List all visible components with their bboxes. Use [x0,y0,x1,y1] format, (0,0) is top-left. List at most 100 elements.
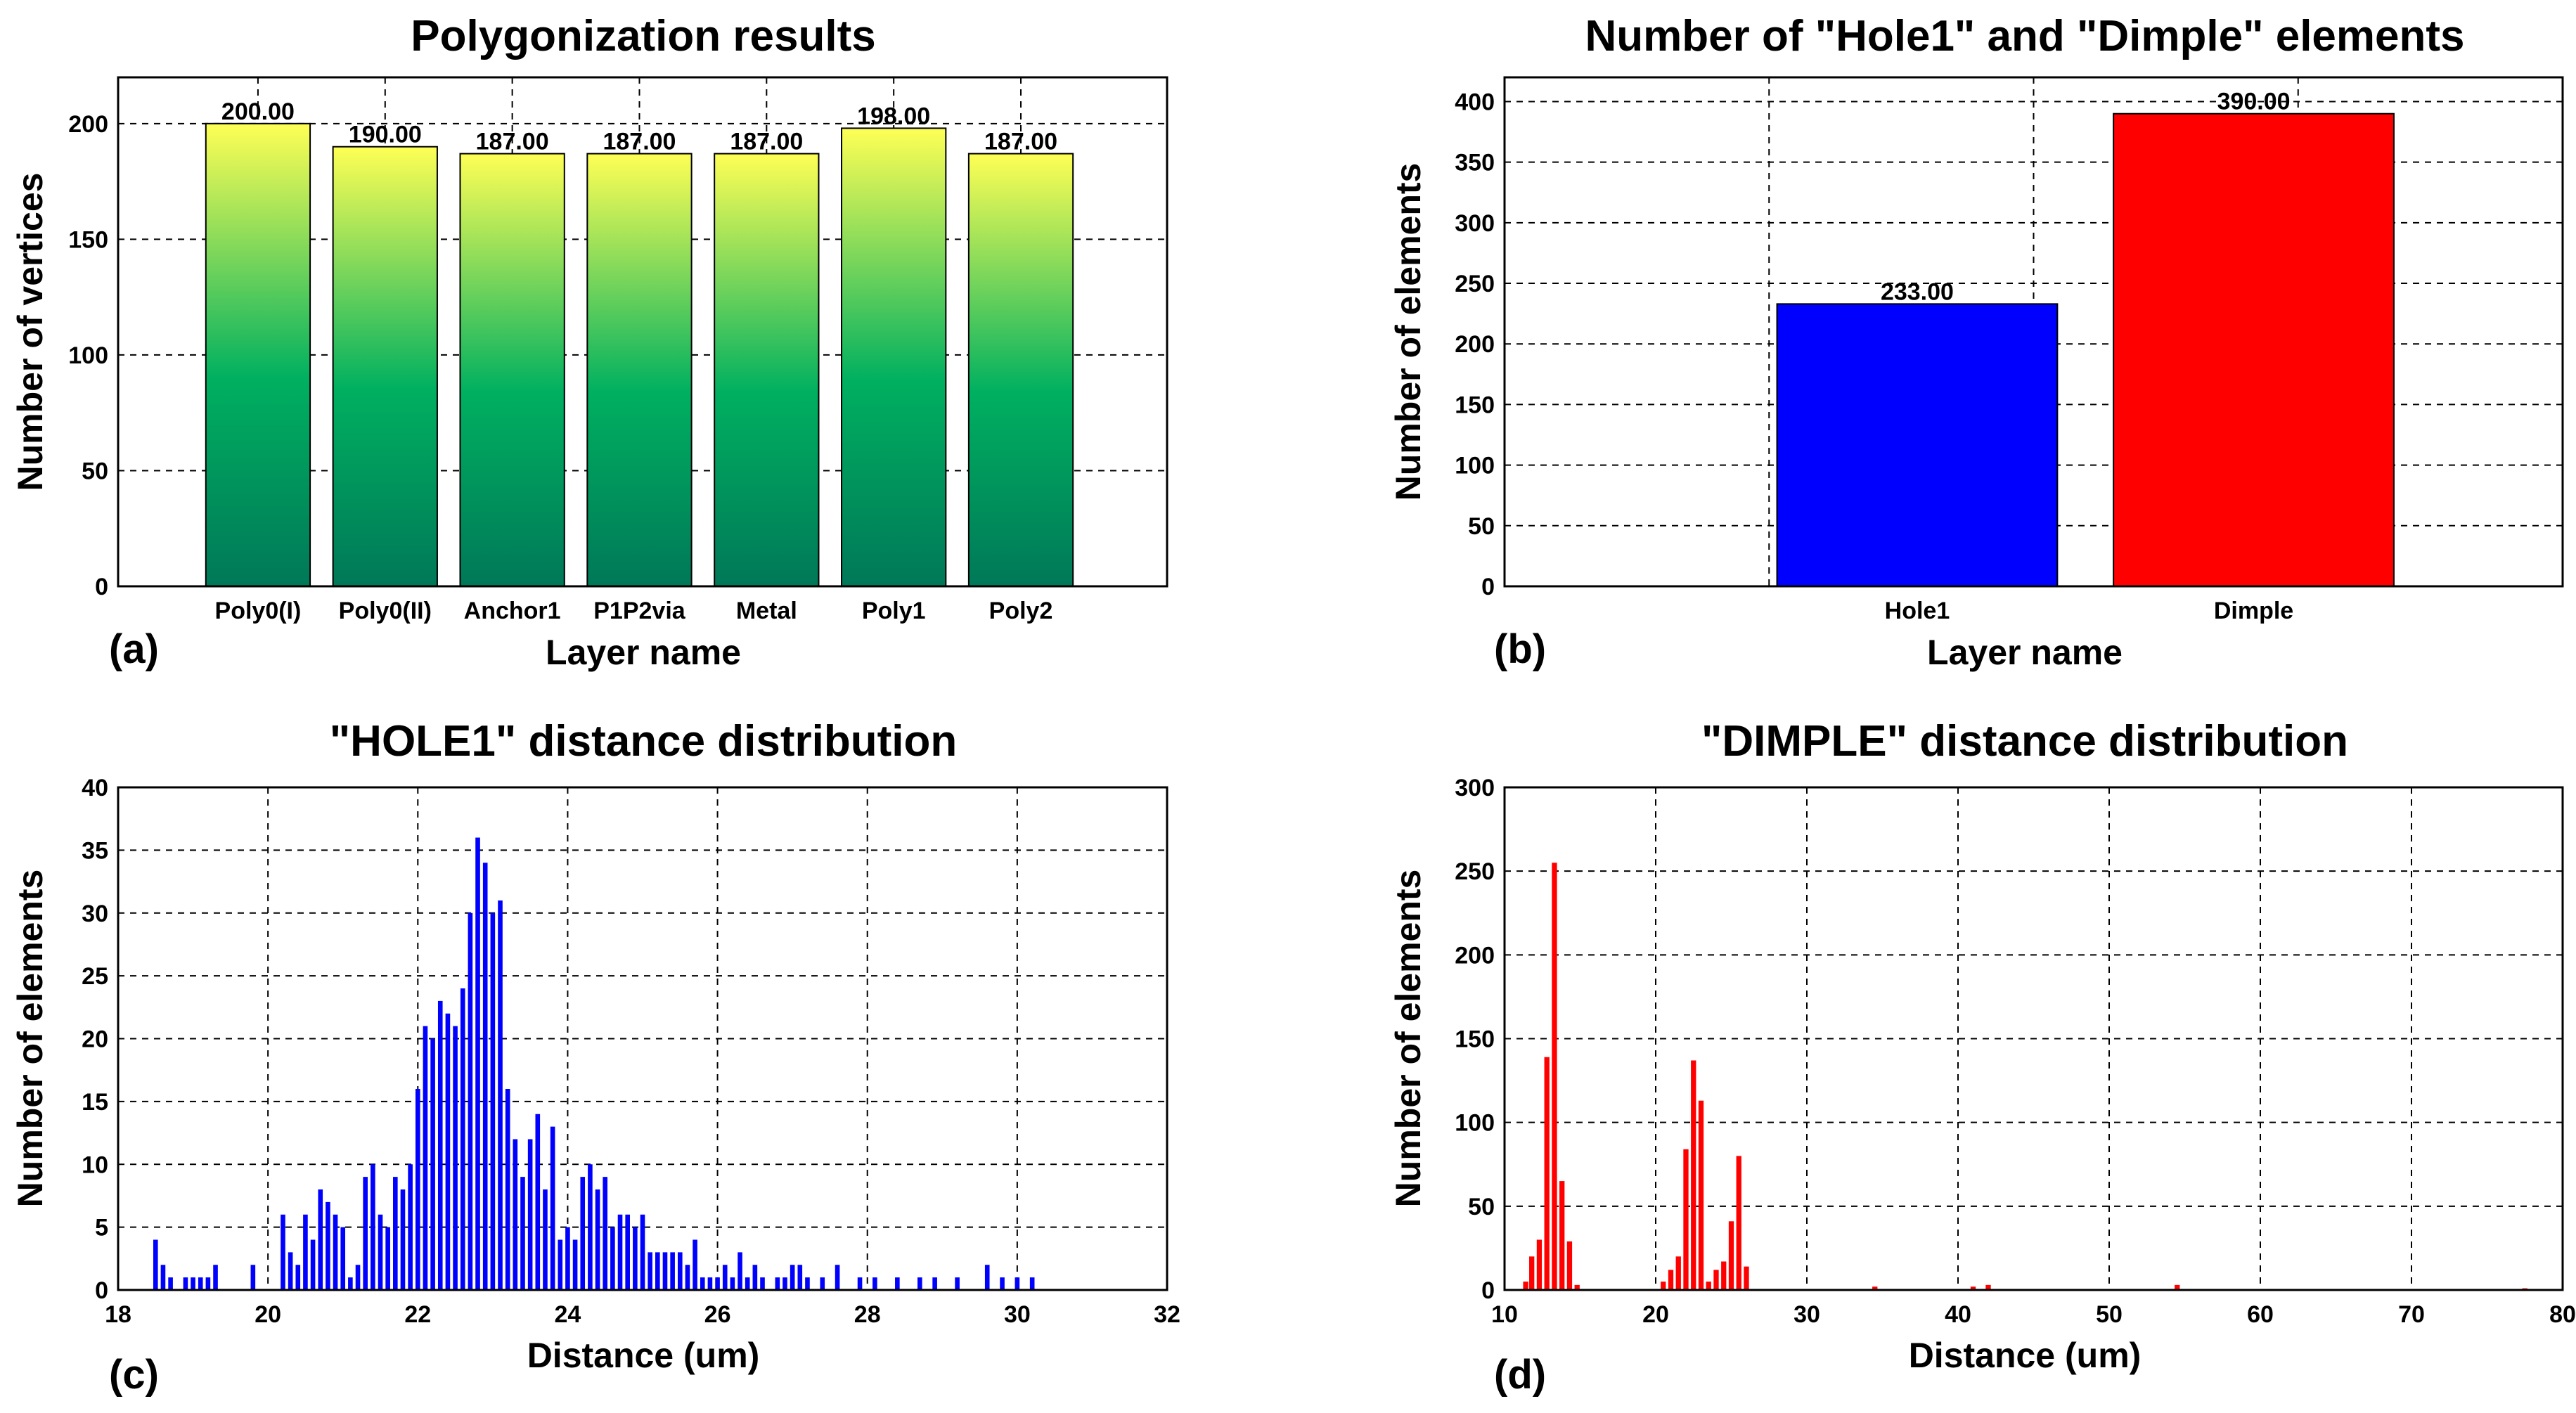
bar [550,1126,555,1290]
y-tick-label: 50 [1468,1194,1495,1220]
panel-b-label: (b) [1494,626,1546,672]
data-label: 233.00 [1881,278,1954,305]
y-tick-label: 30 [82,901,108,927]
bar [805,1277,810,1290]
bar [415,1089,420,1290]
y-tick-label: 0 [95,574,108,600]
bar [460,988,465,1290]
y-tick-label: 0 [1481,574,1495,600]
bar [662,1252,668,1290]
bar [760,1277,765,1290]
bar [475,837,480,1290]
bar [423,1026,428,1290]
x-tick-label: 50 [2096,1301,2123,1328]
x-tick-label: 80 [2549,1301,2576,1328]
bar [588,1164,593,1290]
data-label: 187.00 [476,129,549,155]
bar [1736,1156,1741,1290]
chart-a-frame [117,76,1168,588]
bar [385,1227,390,1290]
chart-c-bars [153,837,1035,1290]
bar [1668,1270,1674,1290]
bar [400,1189,406,1290]
bar [1776,303,2059,587]
bar [326,1201,330,1290]
bar [857,1277,863,1290]
y-tick-label: 200 [1455,942,1495,969]
x-tick-label: 20 [1642,1301,1669,1328]
bar [1574,1284,1580,1290]
bar [745,1277,750,1290]
bar [378,1214,383,1290]
x-tick-label: 22 [404,1301,431,1328]
bar [482,863,488,1290]
chart-a-yticks: 0 50 100 150 200 [68,111,108,600]
chart-d-frame [1503,786,2564,1291]
x-tick-label: Poly0(II) [339,598,432,624]
y-tick-label: 5 [95,1215,108,1241]
bar [775,1277,780,1290]
bar [318,1189,323,1290]
bar [1698,1100,1704,1290]
bar [917,1277,922,1290]
chart-a-bars: 200.00 190.00 187.00 187.00 187.00 198.00 187.… [205,98,1074,588]
bar [1706,1282,1711,1290]
chart-d-xlabel: Distance (um) [1909,1336,2142,1375]
panel-d: "DIMPLE" distance distribution 0 50 100 150… [1389,717,2576,1398]
data-label: 200.00 [221,98,295,125]
x-tick-label: 18 [105,1301,131,1328]
chart-b-frame [1503,76,2564,588]
chart-b-xticks: Hole1 Dimple [1885,598,2294,624]
bar [437,1000,443,1290]
y-tick-label: 200 [1455,331,1495,358]
chart-d-ylabel: Number of elements [1389,870,1428,1208]
x-tick-label: 24 [555,1301,581,1328]
bar [281,1214,285,1290]
panel-a: Polygonization results 200.00 190.00 187.0… [11,12,1168,672]
chart-d-yticks: 0 50 100 150 200 250 300 [1455,775,1495,1304]
bar [685,1265,690,1290]
y-tick-label: 10 [82,1151,108,1178]
bar [453,1026,458,1290]
bar [2113,112,2395,587]
bar [648,1252,652,1290]
bar [371,1164,375,1290]
bar [183,1277,188,1290]
bar [205,1277,211,1290]
bar [1000,1277,1005,1290]
bar [1523,1282,1528,1290]
bar [153,1239,158,1290]
chart-b-bars: 233.00 390.00 [1776,89,2395,587]
y-tick-label: 150 [68,226,108,253]
bar [595,1189,600,1290]
bar [250,1265,256,1290]
bar [820,1277,825,1290]
chart-a-ylabel: Number of vertices [11,173,50,491]
y-tick-label: 150 [1455,392,1495,418]
bar [558,1239,563,1290]
bar [1683,1149,1689,1290]
data-label: 198.00 [857,103,930,129]
bar [1566,1241,1573,1290]
chart-d-bars [1523,863,2527,1290]
bar [1728,1221,1734,1290]
bar [790,1265,795,1290]
x-tick-label: Metal [736,598,797,624]
bar [1559,1181,1565,1290]
x-tick-label: Hole1 [1885,598,1950,624]
bar [730,1277,735,1290]
bar [348,1277,353,1290]
y-tick-label: 100 [1455,1110,1495,1137]
chart-c-yticks: 0 5 10 15 20 25 30 35 40 [82,775,108,1304]
y-tick-label: 250 [1455,271,1495,297]
chart-a-xlabel: Layer name [546,633,741,672]
x-tick-label: P1P2via [593,598,686,624]
y-tick-label: 300 [1455,210,1495,237]
data-label: 390.00 [2217,89,2291,115]
bar [700,1277,705,1290]
bar [967,153,1074,588]
bar [490,912,496,1290]
bar [430,1038,435,1290]
y-tick-label: 40 [82,775,108,801]
